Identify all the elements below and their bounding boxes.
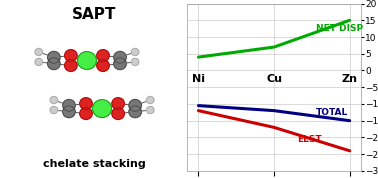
Circle shape: [112, 108, 124, 119]
Circle shape: [35, 48, 42, 56]
Circle shape: [147, 96, 154, 104]
Circle shape: [63, 106, 75, 118]
Circle shape: [65, 60, 77, 71]
Circle shape: [65, 50, 77, 61]
Circle shape: [50, 106, 58, 114]
Text: Cu: Cu: [266, 74, 282, 84]
Circle shape: [80, 108, 92, 119]
Text: NET DISP: NET DISP: [316, 24, 363, 33]
Circle shape: [48, 51, 60, 63]
Text: TOTAL: TOTAL: [316, 108, 348, 117]
Circle shape: [48, 58, 60, 70]
Circle shape: [114, 58, 126, 70]
Text: Zn: Zn: [342, 74, 358, 84]
Text: ELST: ELST: [297, 135, 321, 144]
Text: SAPT: SAPT: [72, 7, 117, 22]
Circle shape: [132, 48, 139, 56]
Circle shape: [63, 100, 75, 111]
Circle shape: [93, 100, 112, 117]
Circle shape: [97, 50, 109, 61]
Circle shape: [129, 106, 141, 118]
Text: chelate stacking: chelate stacking: [43, 159, 146, 169]
Circle shape: [147, 106, 154, 114]
Circle shape: [50, 96, 58, 104]
Circle shape: [80, 98, 92, 109]
Circle shape: [112, 98, 124, 109]
Circle shape: [35, 58, 42, 66]
Text: Ni: Ni: [192, 74, 205, 84]
Circle shape: [77, 52, 96, 69]
Circle shape: [97, 60, 109, 71]
Circle shape: [129, 100, 141, 111]
Circle shape: [132, 58, 139, 66]
Circle shape: [114, 51, 126, 63]
